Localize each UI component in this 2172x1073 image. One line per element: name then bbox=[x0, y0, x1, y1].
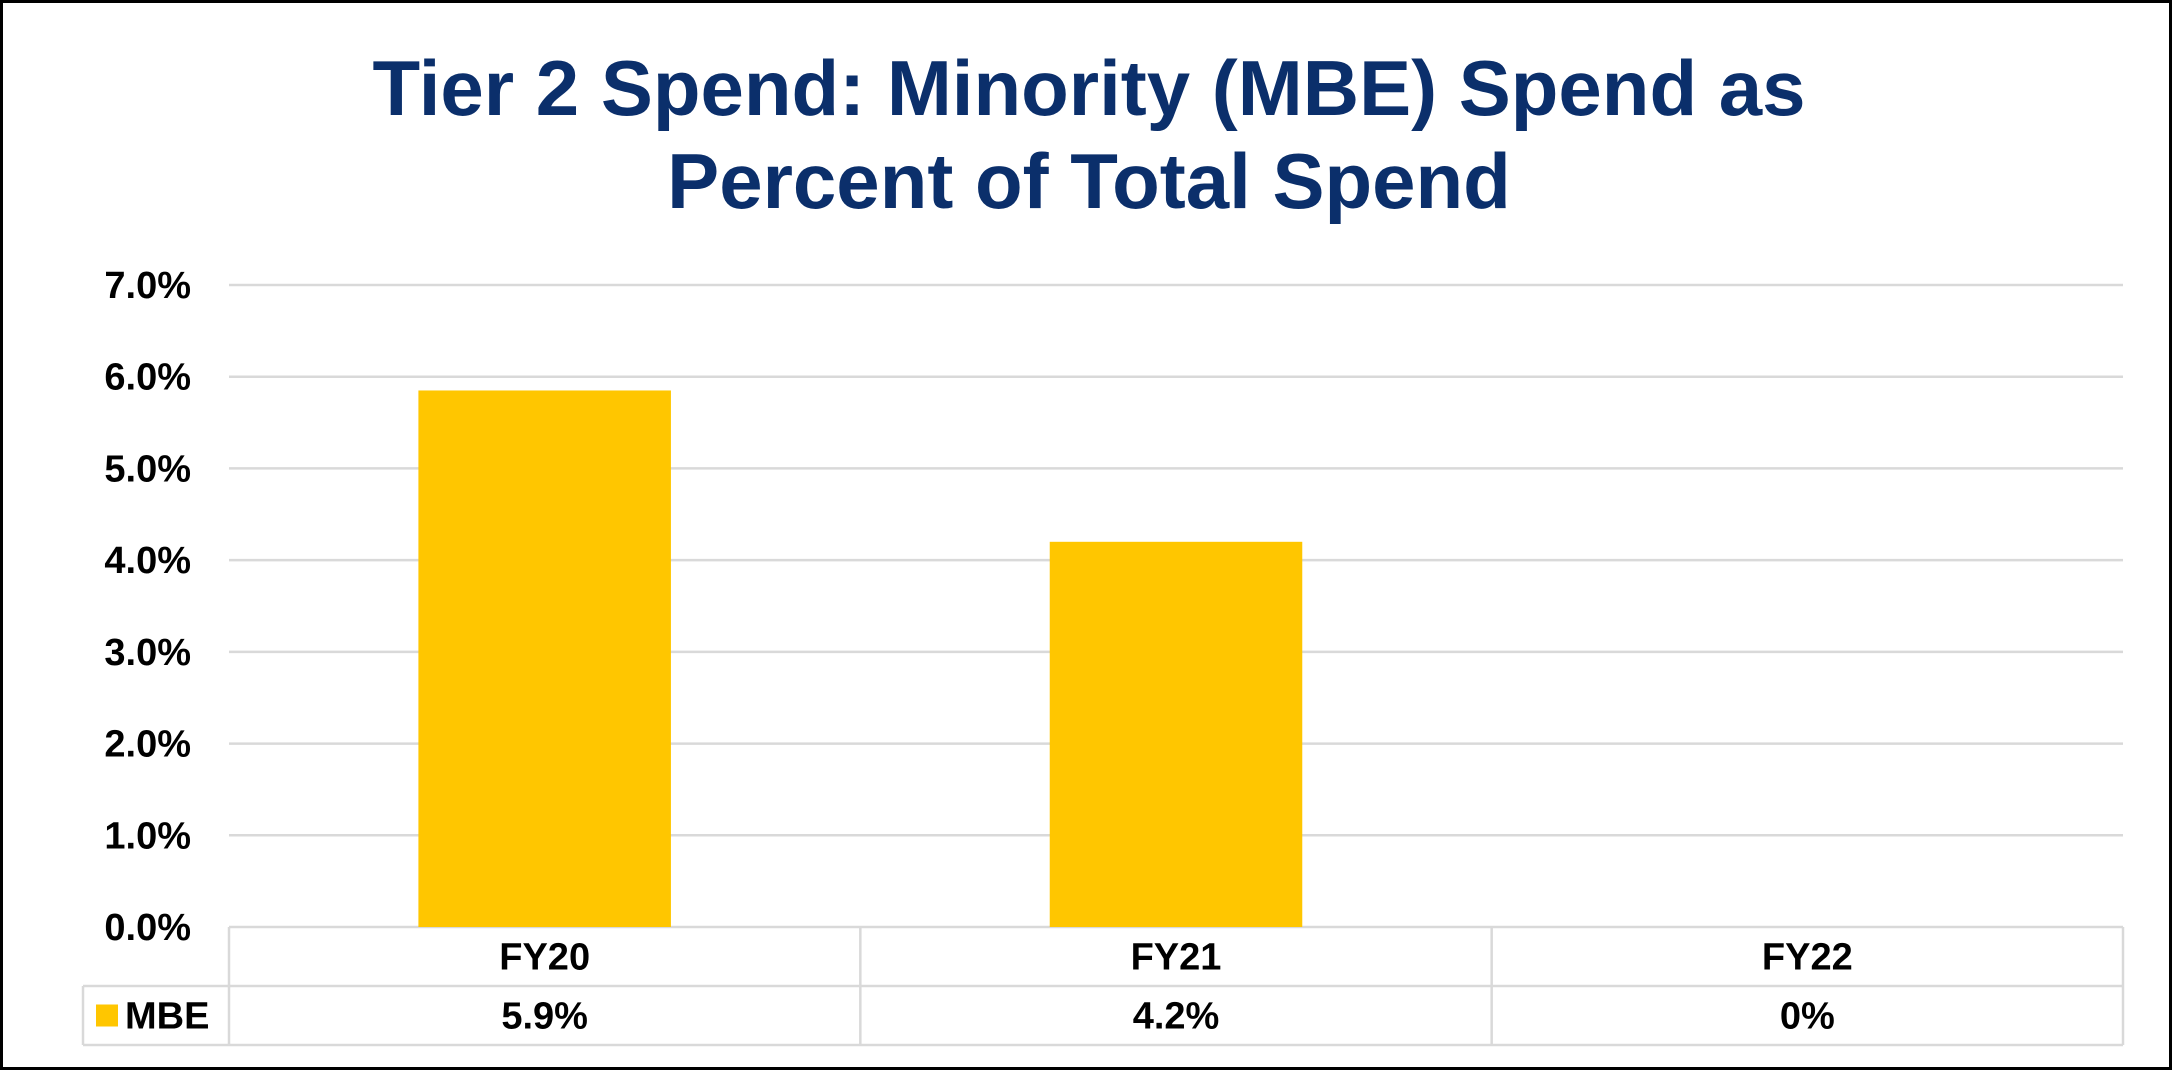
x-category-label: FY20 bbox=[499, 937, 590, 979]
legend-label: MBE bbox=[125, 996, 209, 1038]
bars bbox=[418, 390, 1303, 927]
data-table-value: 0% bbox=[1780, 996, 1835, 1038]
y-tick-label: 6.0% bbox=[104, 357, 191, 399]
bar-fy21 bbox=[1049, 541, 1303, 927]
y-tick-label: 3.0% bbox=[104, 632, 191, 674]
y-tick-label: 7.0% bbox=[104, 265, 191, 307]
data-table: FY20 FY21 FY22 MBE 5.9% 4.2% 0% bbox=[81, 927, 2125, 1047]
y-tick-label: 4.0% bbox=[104, 540, 191, 582]
y-tick-label: 0.0% bbox=[104, 907, 191, 949]
chart-title-line-1: Tier 2 Spend: Minority (MBE) Spend as bbox=[372, 44, 1805, 132]
legend-key bbox=[96, 1004, 118, 1027]
data-table-value: 4.2% bbox=[1133, 996, 1220, 1038]
data-table-value: 5.9% bbox=[501, 996, 588, 1038]
y-axis-tick-labels: 0.0% 1.0% 2.0% 3.0% 4.0% 5.0% 6.0% 7.0% bbox=[104, 265, 191, 949]
chart-title-line-2: Percent of Total Spend bbox=[667, 137, 1511, 225]
y-tick-label: 2.0% bbox=[104, 724, 191, 766]
chart-svg: Tier 2 Spend: Minority (MBE) Spend as Pe… bbox=[81, 44, 2125, 1047]
y-tick-label: 5.0% bbox=[104, 448, 191, 490]
y-tick-label: 1.0% bbox=[104, 815, 191, 857]
x-category-label: FY22 bbox=[1762, 937, 1853, 979]
chart-title: Tier 2 Spend: Minority (MBE) Spend as Pe… bbox=[372, 44, 1805, 225]
x-category-label: FY21 bbox=[1131, 937, 1222, 979]
bar-fy20 bbox=[418, 390, 671, 927]
